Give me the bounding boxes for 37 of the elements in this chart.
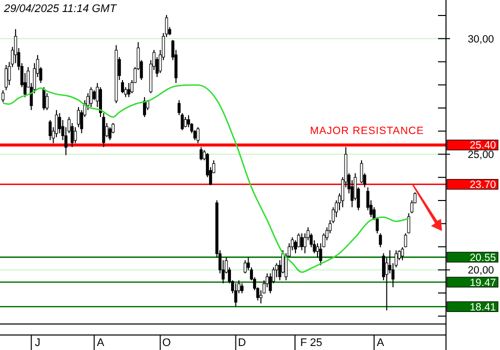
ref-line-label: 23.70: [470, 178, 496, 191]
candlestick: [48, 120, 52, 141]
candlestick: [127, 82, 130, 98]
x-tick-label: O: [162, 337, 172, 349]
x-tick-label: F 25: [300, 337, 322, 349]
candlestick: [234, 282, 238, 308]
ref-line-label: 18.41: [470, 301, 496, 314]
candlestick: [46, 92, 49, 111]
candlestick: [240, 282, 244, 294]
candlestick: [4, 64, 8, 91]
x-tick-label: J: [34, 337, 40, 349]
candlestick: [407, 212, 410, 234]
x-tick-label: A: [376, 337, 385, 349]
chart-title: 29/04/2025 11:14 GMT: [3, 3, 118, 15]
candlestick: [92, 90, 96, 101]
y-tick-label: 30,00: [468, 33, 494, 46]
annotation: MAJOR RESISTANCE: [310, 125, 424, 137]
candlestick: [360, 160, 364, 184]
candlestick: [200, 146, 203, 161]
candlestick: [108, 126, 112, 141]
candlestick: [74, 126, 77, 144]
candlestick: [98, 86, 102, 118]
candlestick: [143, 96, 146, 118]
candlestick: [196, 126, 200, 144]
candlestick: [121, 80, 124, 94]
ref-line-label: 20.55: [470, 252, 496, 264]
candlestick: [378, 232, 382, 248]
ref-line-label: 19.47: [470, 276, 496, 289]
candlestick: [300, 232, 304, 251]
y-tick-label: 20,00: [468, 264, 494, 277]
candlestick: [404, 232, 408, 248]
x-tick-label: A: [96, 337, 105, 349]
candlestick: [42, 86, 46, 111]
candlestick: [400, 246, 404, 261]
candlestick: [244, 260, 247, 274]
x-tick-label: D: [238, 337, 246, 349]
candlestick: [90, 86, 93, 108]
